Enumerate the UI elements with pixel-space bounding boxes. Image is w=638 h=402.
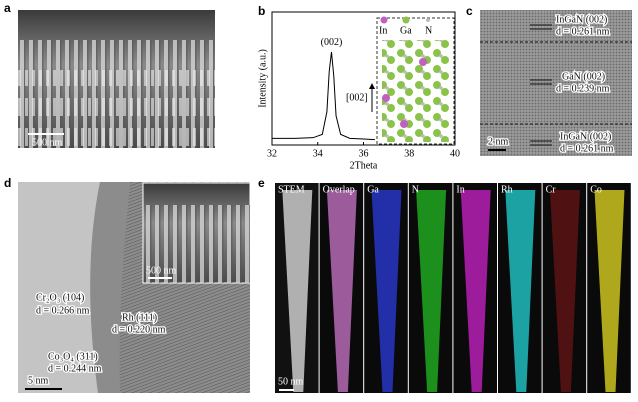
panel-label: b bbox=[258, 4, 265, 18]
legend-swatch bbox=[426, 18, 430, 22]
x-tick-label: 34 bbox=[313, 148, 323, 159]
layer-name: InGaN (002) bbox=[560, 131, 611, 142]
legend-label: In bbox=[379, 25, 387, 36]
peak-label: (002) bbox=[321, 37, 343, 48]
scale-bar-label: 5 nm bbox=[28, 375, 49, 386]
x-axis-label: 2Theta bbox=[350, 160, 378, 171]
phase-name: Cr₂O₃ (104) bbox=[36, 292, 84, 303]
phase-name: Rh (111) bbox=[122, 312, 157, 323]
nanowire-map bbox=[460, 190, 491, 392]
map-label: Overlap bbox=[323, 184, 355, 195]
x-tick-label: 38 bbox=[404, 148, 414, 159]
legend-label: N bbox=[425, 25, 432, 36]
layer-spacing: d = 0.239 nm bbox=[556, 83, 610, 94]
panel-label: a bbox=[4, 1, 11, 15]
x-tick-label: 40 bbox=[450, 148, 460, 159]
nanowire-map bbox=[371, 190, 402, 392]
nanowire-map bbox=[326, 190, 357, 392]
layer-spacing: d = 0.261 nm bbox=[556, 26, 610, 37]
nanowires bbox=[143, 205, 250, 283]
xrd-line bbox=[272, 51, 375, 141]
in-atom bbox=[382, 94, 390, 102]
layer-name: GaN (002) bbox=[562, 71, 605, 82]
nanowire-map bbox=[549, 190, 580, 392]
x-tick-label: 32 bbox=[267, 148, 277, 159]
layer-name: InGaN (002) bbox=[556, 14, 607, 25]
x-tick-label: 36 bbox=[359, 148, 369, 159]
eds-maps: STEM Overlap Ga N In Rh Cr Co bbox=[275, 183, 631, 393]
legend-swatch bbox=[402, 16, 410, 24]
arrow-head bbox=[369, 83, 375, 89]
phase-spacing: d = 0.220 nm bbox=[112, 324, 166, 335]
map-label: Co bbox=[590, 184, 602, 195]
map-label: Cr bbox=[546, 184, 557, 195]
map-label: In bbox=[456, 184, 464, 195]
map-label: Ga bbox=[367, 184, 379, 195]
layer-spacing: d = 0.261 nm bbox=[560, 143, 614, 154]
lattice bbox=[480, 10, 632, 156]
panel-label: d bbox=[4, 176, 11, 190]
map-label: N bbox=[412, 184, 419, 195]
phase-name: Co₃O₄ (311) bbox=[48, 351, 98, 362]
panel-label: e bbox=[258, 176, 265, 190]
nanowires bbox=[18, 70, 215, 148]
phase-spacing: d = 0.266 nm bbox=[36, 305, 90, 316]
crystal-structure bbox=[382, 40, 450, 142]
panel-label: c bbox=[466, 4, 473, 18]
scale-bar-label: 2 nm bbox=[488, 136, 509, 147]
scale-bar-label: 50 nm bbox=[278, 376, 304, 387]
nanowire-map bbox=[416, 190, 447, 392]
phase-spacing: d = 0.244 nm bbox=[48, 363, 102, 374]
direction-label: [002] bbox=[346, 92, 368, 103]
in-atom bbox=[400, 120, 408, 128]
nanowire-map bbox=[505, 190, 536, 392]
y-axis-label: Intensity (a.u.) bbox=[257, 49, 268, 108]
legend-label: Ga bbox=[400, 25, 412, 36]
map-background bbox=[542, 183, 587, 393]
scale-bar-label: 500 nm bbox=[32, 137, 63, 148]
legend-swatch bbox=[380, 16, 388, 24]
map-label: STEM bbox=[278, 184, 305, 195]
nanowire-map bbox=[282, 190, 313, 392]
spacing-markers bbox=[530, 24, 552, 146]
nanowire-map bbox=[594, 190, 625, 392]
scale-bar-label: 500 nm bbox=[146, 265, 177, 276]
map-label: Rh bbox=[501, 184, 513, 195]
in-atom bbox=[419, 58, 427, 66]
